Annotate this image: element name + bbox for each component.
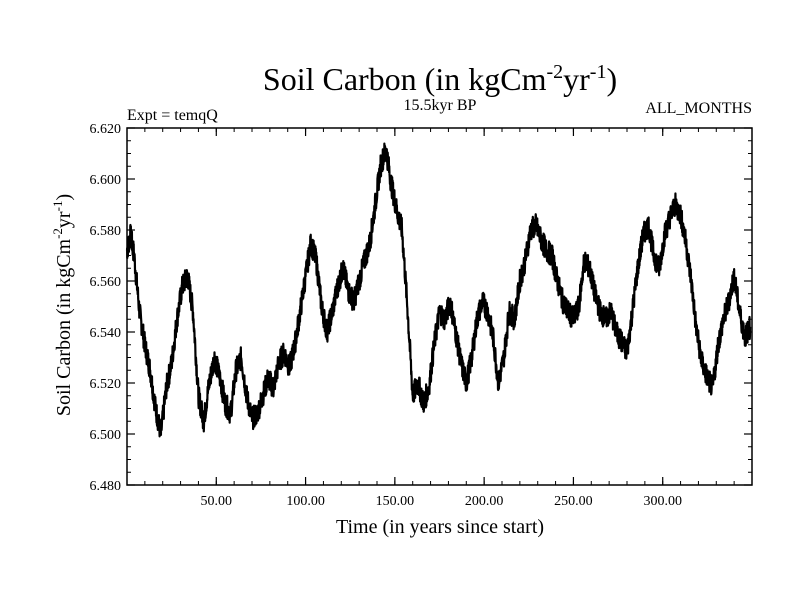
y-tick-label: 6.600 bbox=[90, 173, 122, 188]
x-tick-label: 250.00 bbox=[554, 494, 593, 509]
y-tick-label: 6.520 bbox=[90, 377, 122, 392]
x-tick-label: 100.00 bbox=[286, 494, 325, 509]
plot-frame bbox=[126, 127, 753, 486]
x-tick-label: 150.00 bbox=[376, 494, 415, 509]
y-tick-label: 6.620 bbox=[90, 122, 122, 137]
experiment-label: Expt = temqQ bbox=[127, 107, 218, 124]
y-tick-label: 6.480 bbox=[90, 479, 122, 494]
data-series-line bbox=[125, 142, 752, 438]
y-tick-label: 6.560 bbox=[90, 275, 122, 290]
chart-subtitle: 15.5kyr BP bbox=[404, 97, 477, 114]
y-tick-label: 6.540 bbox=[90, 326, 122, 341]
x-tick-label: 200.00 bbox=[465, 494, 504, 509]
y-axis-label: Soil Carbon (in kgCm-2yr-1) bbox=[50, 194, 75, 416]
months-label: ALL_MONTHS bbox=[645, 100, 752, 117]
y-tick-label: 6.500 bbox=[90, 428, 122, 443]
x-tick-label: 50.00 bbox=[201, 494, 233, 509]
chart-title: Soil Carbon (in kgCm-2yr-1) bbox=[263, 61, 617, 97]
x-tick-label: 300.00 bbox=[643, 494, 682, 509]
y-tick-label: 6.580 bbox=[90, 224, 122, 239]
x-axis-label: Time (in years since start) bbox=[336, 516, 544, 538]
axis-ticks: 6.480 6.500 6.520 6.540 6.560 6.580 6.600 6.620… bbox=[90, 122, 752, 509]
